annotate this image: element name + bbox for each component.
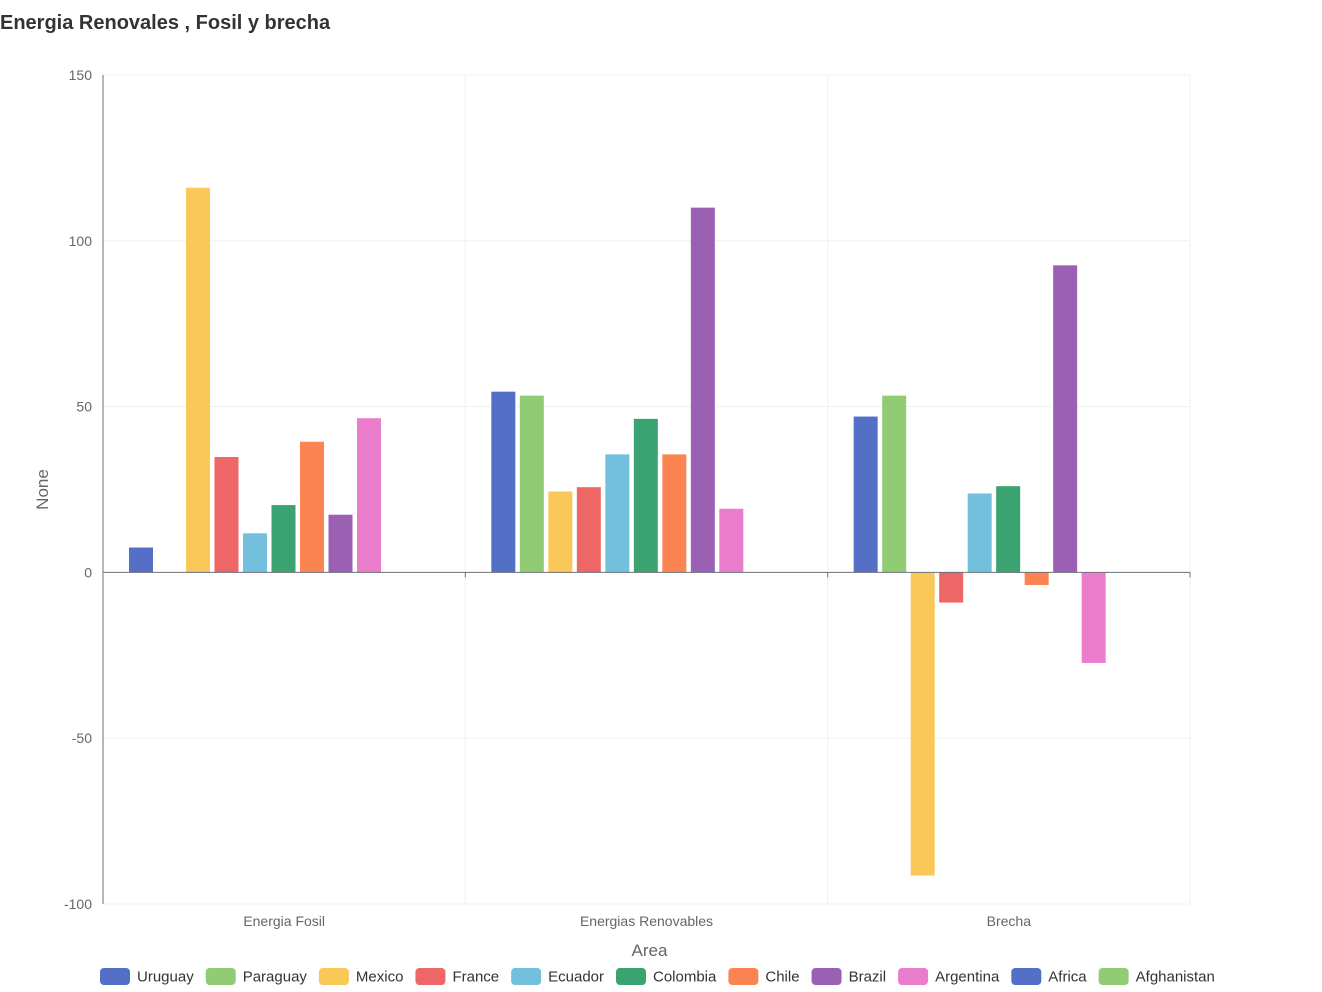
bar-france-2[interactable] — [939, 572, 964, 603]
bar-chile-1[interactable] — [662, 454, 687, 573]
legend-label: Argentina — [935, 969, 1000, 986]
bar-uruguay-0[interactable] — [129, 547, 153, 573]
bar-colombia-0[interactable] — [271, 505, 296, 573]
y-tick-label: 150 — [69, 67, 93, 83]
bar-colombia-1[interactable] — [633, 418, 658, 573]
bar-colombia-2[interactable] — [996, 486, 1021, 573]
bar-argentina-0[interactable] — [357, 418, 381, 573]
y-axis-title: None — [33, 469, 52, 510]
axes: 150 100 50 0 -50 -100 Energia Fosil Energias Re… — [33, 67, 1191, 960]
legend-label: Colombia — [653, 969, 717, 986]
legend-swatch — [1011, 968, 1042, 985]
y-tick-label: -50 — [72, 730, 92, 746]
legend-label: Mexico — [356, 969, 404, 986]
bar-chile-0[interactable] — [300, 441, 324, 573]
bar-france-1[interactable] — [576, 487, 601, 573]
x-tick-label: Brecha — [987, 913, 1032, 929]
legend-label: Uruguay — [137, 969, 194, 986]
chart-title: Energia Renovales , Fosil y brecha — [0, 12, 331, 34]
legend-swatch — [511, 968, 542, 985]
legend-item-brazil[interactable]: Brazil — [811, 968, 887, 986]
legend-item-paraguay[interactable]: Paraguay — [205, 968, 308, 986]
legend-item-afghanistan[interactable]: Afghanistan — [1098, 968, 1215, 986]
legend-item-mexico[interactable]: Mexico — [318, 968, 404, 986]
bar-france-0[interactable] — [214, 457, 239, 573]
legend-swatch — [1098, 968, 1129, 985]
legend-label: Brazil — [849, 969, 887, 986]
legend-swatch — [616, 968, 646, 985]
legend[interactable]: Uruguay Paraguay Mexico France Ecuador Colomb… — [100, 968, 1215, 986]
legend-swatch — [728, 968, 759, 985]
bar-chile-2[interactable] — [1024, 572, 1049, 586]
bar-ecuador-2[interactable] — [967, 493, 992, 573]
y-tick-label: 0 — [84, 564, 92, 580]
x-tick-label: Energias Renovables — [580, 913, 713, 929]
y-tick-label: 50 — [76, 399, 92, 415]
legend-item-ecuador[interactable]: Ecuador — [511, 968, 604, 986]
legend-item-chile[interactable]: Chile — [728, 968, 800, 986]
legend-swatch — [318, 968, 349, 985]
bar-ecuador-1[interactable] — [605, 454, 630, 573]
bar-paraguay-2[interactable] — [882, 395, 907, 573]
legend-label: Afghanistan — [1136, 969, 1215, 986]
legend-label: Africa — [1048, 969, 1087, 986]
bar-brazil-2[interactable] — [1053, 265, 1078, 573]
bar-ecuador-0[interactable] — [243, 533, 267, 573]
legend-item-france[interactable]: France — [415, 968, 499, 986]
legend-swatch — [100, 968, 130, 985]
bar-uruguay-1[interactable] — [491, 391, 516, 573]
legend-label: Ecuador — [548, 969, 604, 986]
legend-label: France — [452, 969, 499, 986]
bar-mexico-0[interactable] — [186, 187, 210, 573]
bar-uruguay-2[interactable] — [853, 416, 878, 573]
y-tick-label: -100 — [64, 896, 92, 912]
bar-argentina-2[interactable] — [1081, 572, 1106, 663]
grid — [102, 74, 1191, 905]
legend-label: Chile — [765, 969, 799, 986]
bar-brazil-1[interactable] — [690, 207, 715, 573]
legend-label: Paraguay — [243, 969, 308, 986]
bar-mexico-2[interactable] — [910, 572, 935, 876]
bars — [129, 187, 1106, 876]
bar-brazil-0[interactable] — [328, 514, 353, 573]
y-tick-label: 100 — [69, 233, 93, 249]
legend-item-colombia[interactable]: Colombia — [616, 968, 717, 986]
bar-mexico-1[interactable] — [548, 491, 573, 573]
x-axis-title: Area — [632, 941, 668, 960]
legend-item-uruguay[interactable]: Uruguay — [100, 968, 194, 986]
legend-swatch — [811, 968, 842, 985]
bar-argentina-1[interactable] — [719, 508, 744, 573]
x-tick-label: Energia Fosil — [243, 913, 325, 929]
bar-paraguay-1[interactable] — [519, 395, 544, 573]
legend-swatch — [205, 968, 236, 985]
legend-item-africa[interactable]: Africa — [1011, 968, 1087, 986]
legend-swatch — [415, 968, 446, 985]
legend-swatch — [898, 968, 929, 985]
legend-item-argentina[interactable]: Argentina — [898, 968, 1000, 986]
